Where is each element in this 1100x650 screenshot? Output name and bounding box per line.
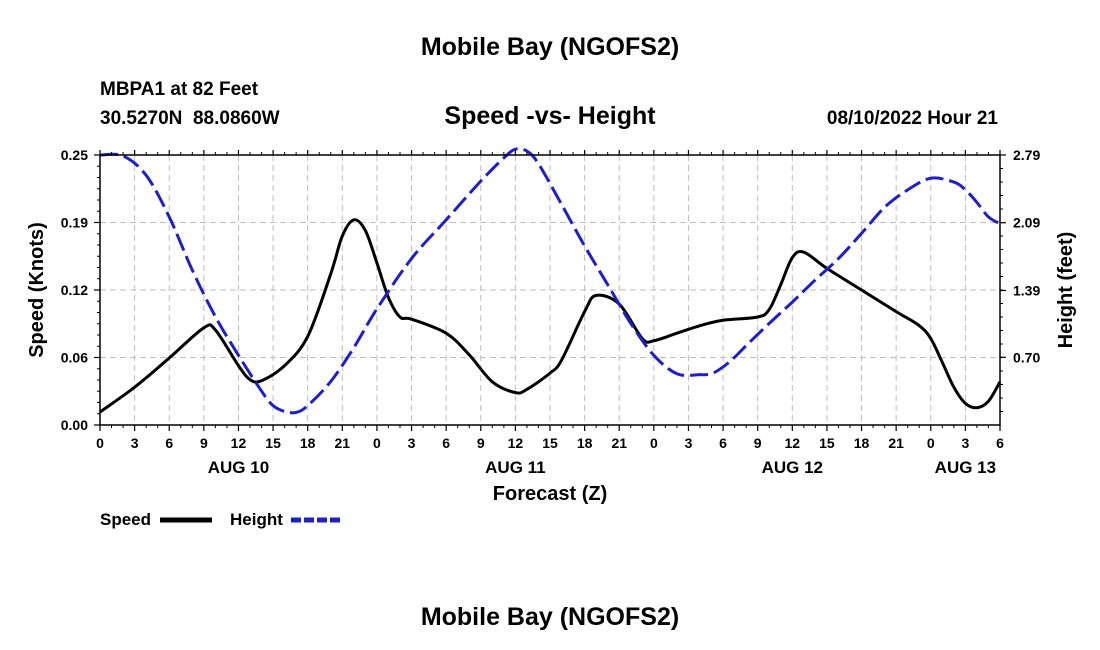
x-tick-label: 6	[165, 435, 173, 451]
x-axis-label: Forecast (Z)	[493, 483, 607, 505]
x-date-label: AUG 13	[935, 458, 996, 477]
grid-lines	[100, 155, 1000, 425]
x-tick-label: 6	[719, 435, 727, 451]
coordinates-label: 30.5270N 88.0860W	[100, 108, 280, 129]
x-tick-label: 9	[754, 435, 762, 451]
x-tick-label: 6	[442, 435, 450, 451]
x-tick-label: 3	[685, 435, 693, 451]
station-label: MBPA1 at 82 Feet	[100, 79, 259, 100]
legend: Speed Height	[100, 510, 343, 529]
x-tick-label: 18	[854, 435, 870, 451]
footer-title: Mobile Bay (NGOFS2)	[421, 603, 679, 631]
y-right-tick-label: 2.09	[1013, 215, 1040, 231]
y-right-tick-label: 2.79	[1013, 147, 1040, 163]
x-tick-label: 12	[785, 435, 801, 451]
y-tick-label: 0.06	[61, 350, 88, 366]
x-tick-label: 15	[265, 435, 281, 451]
x-tick-label: 21	[611, 435, 627, 451]
x-tick-label: 15	[542, 435, 558, 451]
y-right-tick-label: 1.39	[1013, 282, 1040, 298]
x-tick-label: 9	[200, 435, 208, 451]
x-tick-label: 12	[231, 435, 247, 451]
y-tick-label: 0.25	[61, 147, 88, 163]
x-tick-label: 0	[96, 435, 104, 451]
y-right-tick-label: 0.70	[1013, 349, 1040, 365]
y-right-axis-label: Height (feet)	[1055, 232, 1077, 349]
x-date-label: AUG 11	[485, 458, 545, 477]
x-tick-label: 0	[373, 435, 381, 451]
x-tick-label: 21	[335, 435, 351, 451]
x-tick-label: 12	[508, 435, 524, 451]
x-date-label: AUG 10	[208, 458, 269, 477]
x-tick-label: 3	[961, 435, 969, 451]
x-tick-label: 3	[408, 435, 416, 451]
x-tick-label: 9	[477, 435, 485, 451]
series-line-speed	[99, 218, 1002, 414]
y-tick-label: 0.12	[61, 282, 88, 298]
y-tick-label: 0.00	[61, 417, 88, 433]
tick-labels: 0 3 6 9 12 15 18 21 0 3 6 9 12 15 18 21 0 3 6 9 12 15 18 21 0 3 6A…	[61, 147, 1041, 477]
x-tick-label: 0	[650, 435, 658, 451]
x-tick-label: 3	[131, 435, 139, 451]
x-tick-label: 0	[927, 435, 935, 451]
chart-subtitle: Speed -vs- Height	[444, 102, 656, 130]
y-axis-label: Speed (Knots)	[26, 222, 48, 358]
x-tick-label: 21	[888, 435, 904, 451]
x-date-label: AUG 12	[762, 458, 823, 477]
x-tick-label: 6	[996, 435, 1004, 451]
series-group	[99, 147, 1002, 415]
tick-marks	[94, 150, 1006, 431]
x-tick-label: 15	[819, 435, 835, 451]
chart-title: Mobile Bay (NGOFS2)	[421, 33, 679, 61]
y-tick-label: 0.19	[61, 215, 88, 231]
series-line-height	[99, 147, 1001, 415]
datetime-label: 08/10/2022 Hour 21	[827, 108, 999, 129]
legend-height-label: Height	[230, 510, 283, 529]
legend-speed-label: Speed	[100, 510, 151, 529]
x-tick-label: 18	[300, 435, 316, 451]
x-tick-label: 18	[577, 435, 593, 451]
